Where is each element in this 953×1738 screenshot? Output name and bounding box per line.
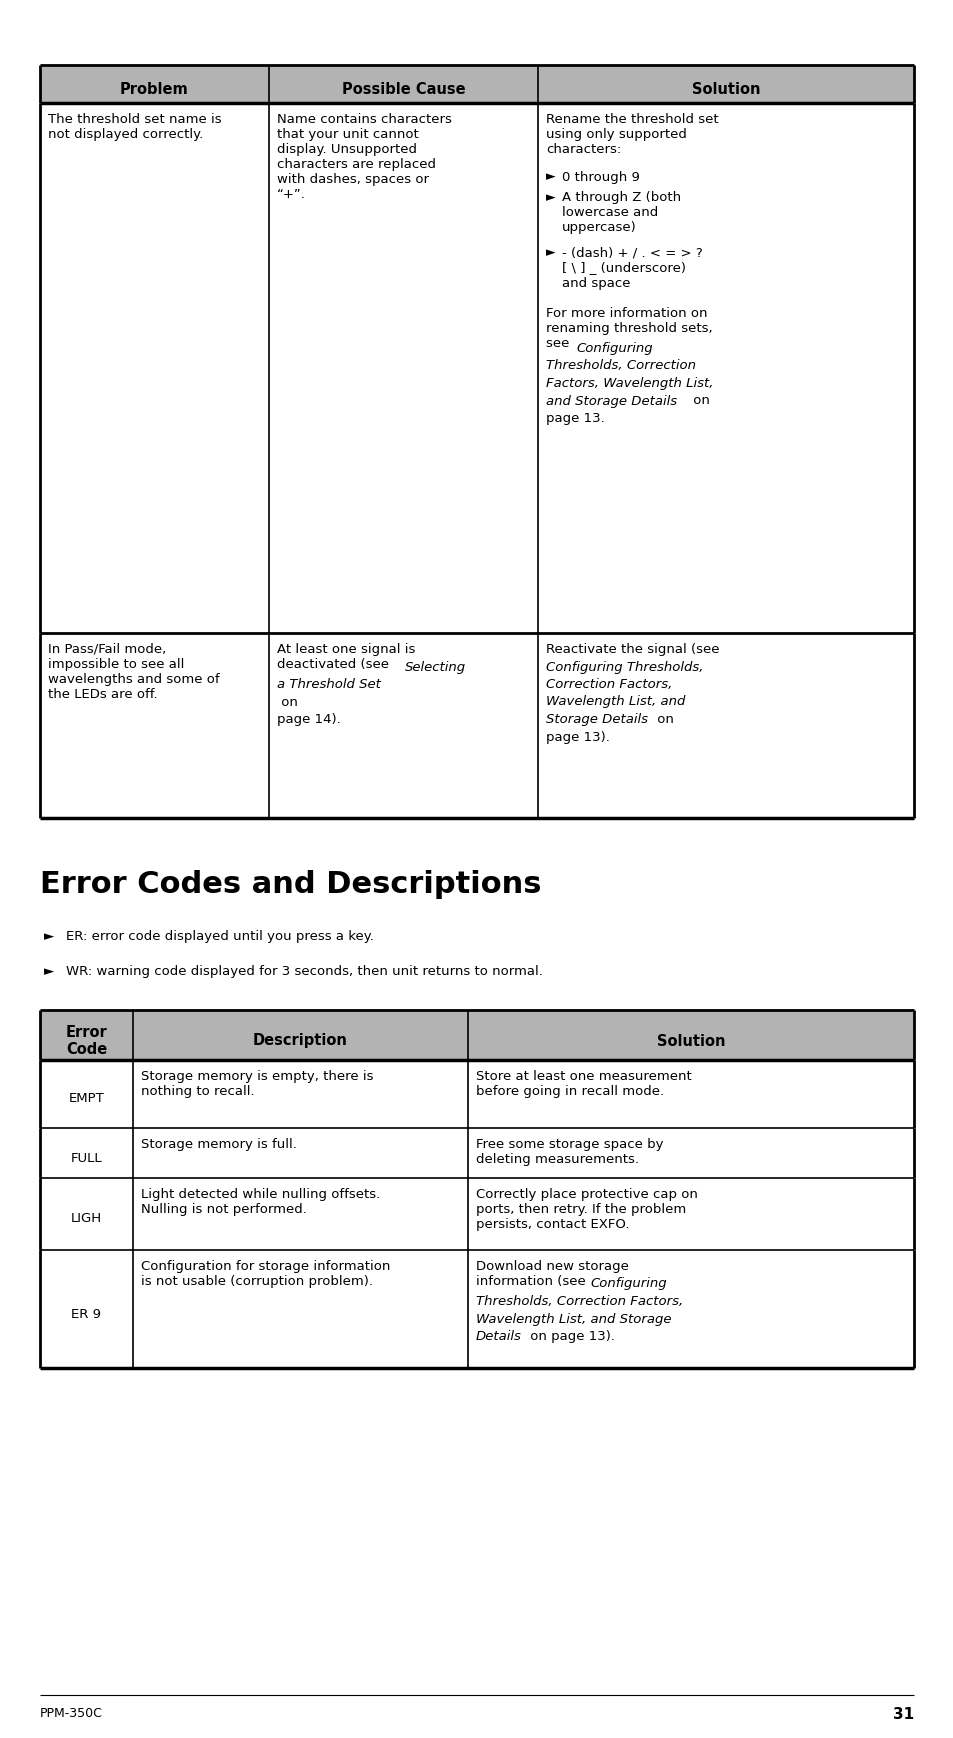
Text: ER: error code displayed until you press a key.: ER: error code displayed until you press… (66, 930, 374, 944)
Text: Error
Code: Error Code (66, 1025, 108, 1057)
Text: Configuring: Configuring (589, 1277, 666, 1291)
Text: Light detected while nulling offsets.
Nulling is not performed.: Light detected while nulling offsets. Nu… (141, 1189, 380, 1217)
Text: - (dash) + / . < = > ?
[ \ ] _ (underscore)
and space: - (dash) + / . < = > ? [ \ ] _ (undersco… (561, 247, 702, 290)
Bar (40, 103, 913, 633)
Text: Rename the threshold set
using only supported
characters:: Rename the threshold set using only supp… (545, 113, 718, 156)
Text: Store at least one measurement
before going in recall mode.: Store at least one measurement before go… (476, 1071, 691, 1098)
Bar (40, 1250, 913, 1368)
Text: Configuring: Configuring (576, 342, 652, 355)
Text: WR: warning code displayed for 3 seconds, then unit returns to normal.: WR: warning code displayed for 3 seconds… (66, 965, 542, 978)
Text: on: on (276, 695, 297, 709)
Text: Wavelength List, and Storage: Wavelength List, and Storage (476, 1312, 671, 1326)
Text: and Storage Details: and Storage Details (545, 395, 677, 407)
Text: ►: ► (545, 247, 555, 259)
Text: Name contains characters
that your unit cannot
display. Unsupported
characters a: Name contains characters that your unit … (276, 113, 452, 202)
Text: Selecting: Selecting (405, 660, 466, 674)
Bar (40, 1060, 913, 1128)
Text: FULL: FULL (71, 1152, 102, 1164)
Text: Problem: Problem (120, 82, 189, 97)
Text: Free some storage space by
deleting measurements.: Free some storage space by deleting meas… (476, 1138, 662, 1166)
Text: on: on (688, 395, 709, 407)
Text: Configuration for storage information
is not usable (corruption problem).: Configuration for storage information is… (141, 1260, 390, 1288)
Bar (40, 1128, 913, 1178)
Text: page 14).: page 14). (276, 713, 340, 726)
Text: EMPT: EMPT (69, 1093, 104, 1105)
Text: Solution: Solution (656, 1034, 724, 1048)
Text: 31: 31 (892, 1707, 913, 1722)
Text: LIGH: LIGH (71, 1213, 102, 1225)
Text: Factors, Wavelength List,: Factors, Wavelength List, (545, 377, 713, 389)
Bar (40, 1178, 913, 1250)
Text: page 13).: page 13). (545, 730, 609, 744)
Text: ►: ► (545, 170, 555, 184)
Text: Storage Details: Storage Details (545, 713, 647, 726)
Bar (40, 64, 913, 103)
Text: Configuring Thresholds,: Configuring Thresholds, (545, 660, 702, 674)
Text: Download new storage
information (see: Download new storage information (see (476, 1260, 628, 1288)
Text: At least one signal is
deactivated (see: At least one signal is deactivated (see (276, 643, 415, 671)
Text: Description: Description (253, 1034, 348, 1048)
Bar (40, 1010, 913, 1060)
Text: Possible Cause: Possible Cause (341, 82, 465, 97)
Text: Storage memory is full.: Storage memory is full. (141, 1138, 296, 1151)
Text: on: on (652, 713, 673, 726)
Text: 0 through 9: 0 through 9 (561, 170, 639, 184)
Text: Wavelength List, and: Wavelength List, and (545, 695, 684, 709)
Text: Solution: Solution (691, 82, 760, 97)
Text: ER 9: ER 9 (71, 1307, 101, 1321)
Text: ►: ► (44, 930, 54, 944)
Text: A through Z (both
lowercase and
uppercase): A through Z (both lowercase and uppercas… (561, 191, 680, 235)
Text: For more information on
renaming threshold sets,
see: For more information on renaming thresho… (545, 308, 712, 349)
Text: on page 13).: on page 13). (525, 1330, 615, 1343)
Text: a Threshold Set: a Threshold Set (276, 678, 380, 692)
Text: ►: ► (44, 965, 54, 978)
Text: PPM-350C: PPM-350C (40, 1707, 103, 1721)
Text: Thresholds, Correction Factors,: Thresholds, Correction Factors, (476, 1295, 682, 1309)
Bar (40, 633, 913, 819)
Text: The threshold set name is
not displayed correctly.: The threshold set name is not displayed … (48, 113, 221, 141)
Text: Thresholds, Correction: Thresholds, Correction (545, 360, 696, 372)
Text: In Pass/Fail mode,
impossible to see all
wavelengths and some of
the LEDs are of: In Pass/Fail mode, impossible to see all… (48, 643, 219, 700)
Text: Correctly place protective cap on
ports, then retry. If the problem
persists, co: Correctly place protective cap on ports,… (476, 1189, 698, 1231)
Text: Correction Factors,: Correction Factors, (545, 678, 672, 692)
Text: page 13.: page 13. (545, 412, 604, 426)
Text: ►: ► (545, 191, 555, 203)
Text: Reactivate the signal (see: Reactivate the signal (see (545, 643, 719, 655)
Text: Details: Details (476, 1330, 521, 1343)
Text: Error Codes and Descriptions: Error Codes and Descriptions (40, 871, 541, 899)
Text: Storage memory is empty, there is
nothing to recall.: Storage memory is empty, there is nothin… (141, 1071, 374, 1098)
